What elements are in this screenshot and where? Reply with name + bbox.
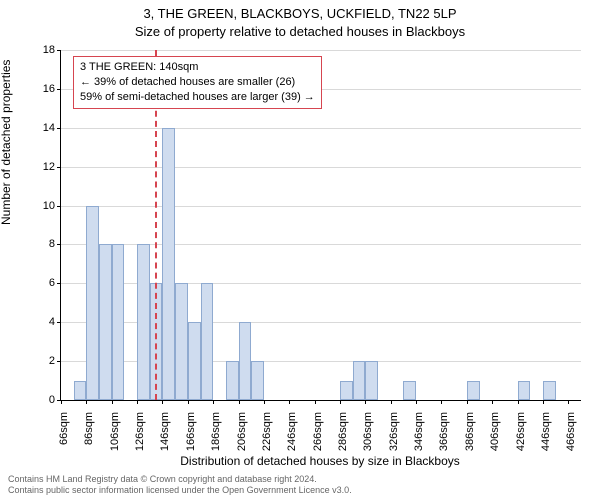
x-tick (543, 400, 544, 404)
footer-attribution: Contains HM Land Registry data © Crown c… (8, 474, 352, 496)
x-tick (416, 400, 417, 404)
y-tick (57, 167, 61, 168)
histogram-bar (86, 206, 99, 400)
histogram-bar (518, 381, 531, 400)
y-tick-label: 10 (25, 200, 55, 212)
y-tick (57, 128, 61, 129)
callout-line1: 3 THE GREEN: 140sqm (80, 60, 315, 75)
x-tick (340, 400, 341, 404)
grid-line (61, 128, 581, 129)
histogram-bar (340, 381, 353, 400)
marker-callout: 3 THE GREEN: 140sqm ← 39% of detached ho… (73, 56, 322, 109)
histogram-bar (201, 283, 214, 400)
x-tick (365, 400, 366, 404)
histogram-bar (162, 128, 175, 400)
x-tick (86, 400, 87, 404)
histogram-bar (112, 244, 125, 400)
y-tick-label: 14 (25, 122, 55, 134)
y-tick-label: 12 (25, 161, 55, 173)
plot-area: 02468101214161866sqm86sqm106sqm126sqm146… (60, 50, 581, 401)
histogram-bar (467, 381, 480, 400)
callout-line3: 59% of semi-detached houses are larger (… (80, 90, 315, 105)
x-tick (264, 400, 265, 404)
callout-line2: ← 39% of detached houses are smaller (26… (80, 75, 315, 90)
chart-container: 3, THE GREEN, BLACKBOYS, UCKFIELD, TN22 … (0, 0, 600, 500)
x-tick (492, 400, 493, 404)
y-tick (57, 322, 61, 323)
y-tick-label: 2 (25, 355, 55, 367)
y-tick-label: 18 (25, 44, 55, 56)
y-tick (57, 206, 61, 207)
histogram-bar (403, 381, 416, 400)
x-tick (239, 400, 240, 404)
grid-line (61, 206, 581, 207)
x-tick (467, 400, 468, 404)
histogram-bar (74, 381, 87, 400)
x-tick (518, 400, 519, 404)
x-tick (568, 400, 569, 404)
x-tick (213, 400, 214, 404)
y-tick (57, 283, 61, 284)
footer-line2: Contains public sector information licen… (8, 485, 352, 496)
x-tick (188, 400, 189, 404)
y-axis-label: Number of detached properties (0, 60, 13, 225)
x-tick (315, 400, 316, 404)
histogram-bar (99, 244, 112, 400)
histogram-bar (137, 244, 150, 400)
histogram-bar (239, 322, 252, 400)
y-tick (57, 89, 61, 90)
y-tick-label: 4 (25, 316, 55, 328)
x-tick (391, 400, 392, 404)
footer-line1: Contains HM Land Registry data © Crown c… (8, 474, 352, 485)
x-tick (162, 400, 163, 404)
histogram-bar (251, 361, 264, 400)
x-tick (61, 400, 62, 404)
histogram-bar (543, 381, 556, 400)
y-tick (57, 50, 61, 51)
x-tick (289, 400, 290, 404)
y-tick-label: 0 (25, 394, 55, 406)
y-tick-label: 6 (25, 277, 55, 289)
histogram-bar (353, 361, 366, 400)
y-tick-label: 8 (25, 238, 55, 250)
y-tick (57, 361, 61, 362)
histogram-bar (188, 322, 201, 400)
histogram-bar (226, 361, 239, 400)
y-tick-label: 16 (25, 83, 55, 95)
chart-subtitle: Size of property relative to detached ho… (0, 24, 600, 39)
y-tick (57, 244, 61, 245)
x-tick (112, 400, 113, 404)
histogram-bar (175, 283, 188, 400)
x-tick (137, 400, 138, 404)
histogram-bar (365, 361, 378, 400)
grid-line (61, 167, 581, 168)
x-tick (441, 400, 442, 404)
x-axis-label: Distribution of detached houses by size … (60, 454, 580, 468)
grid-line (61, 50, 581, 51)
chart-title-address: 3, THE GREEN, BLACKBOYS, UCKFIELD, TN22 … (0, 6, 600, 21)
